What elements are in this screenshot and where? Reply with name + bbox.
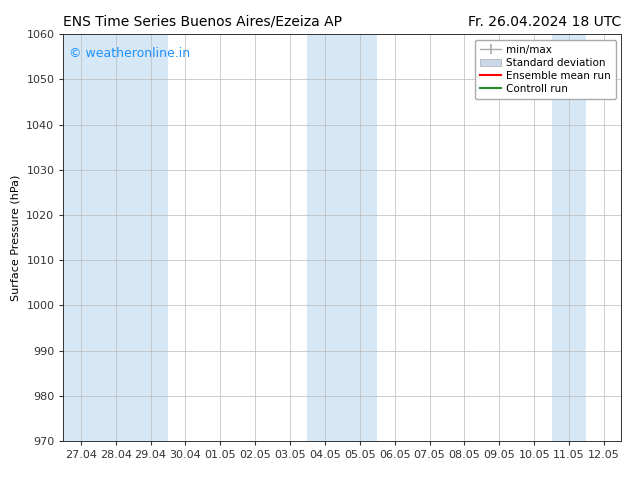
Bar <box>342 34 377 441</box>
Bar <box>63 34 98 441</box>
Bar <box>307 34 342 441</box>
Legend: min/max, Standard deviation, Ensemble mean run, Controll run: min/max, Standard deviation, Ensemble me… <box>475 40 616 99</box>
Text: © weatheronline.in: © weatheronline.in <box>69 47 190 59</box>
Y-axis label: Surface Pressure (hPa): Surface Pressure (hPa) <box>11 174 21 301</box>
Bar <box>552 34 586 441</box>
Text: Fr. 26.04.2024 18 UTC: Fr. 26.04.2024 18 UTC <box>468 15 621 29</box>
Bar <box>133 34 168 441</box>
Bar <box>98 34 133 441</box>
Text: ENS Time Series Buenos Aires/Ezeiza AP: ENS Time Series Buenos Aires/Ezeiza AP <box>63 15 342 29</box>
